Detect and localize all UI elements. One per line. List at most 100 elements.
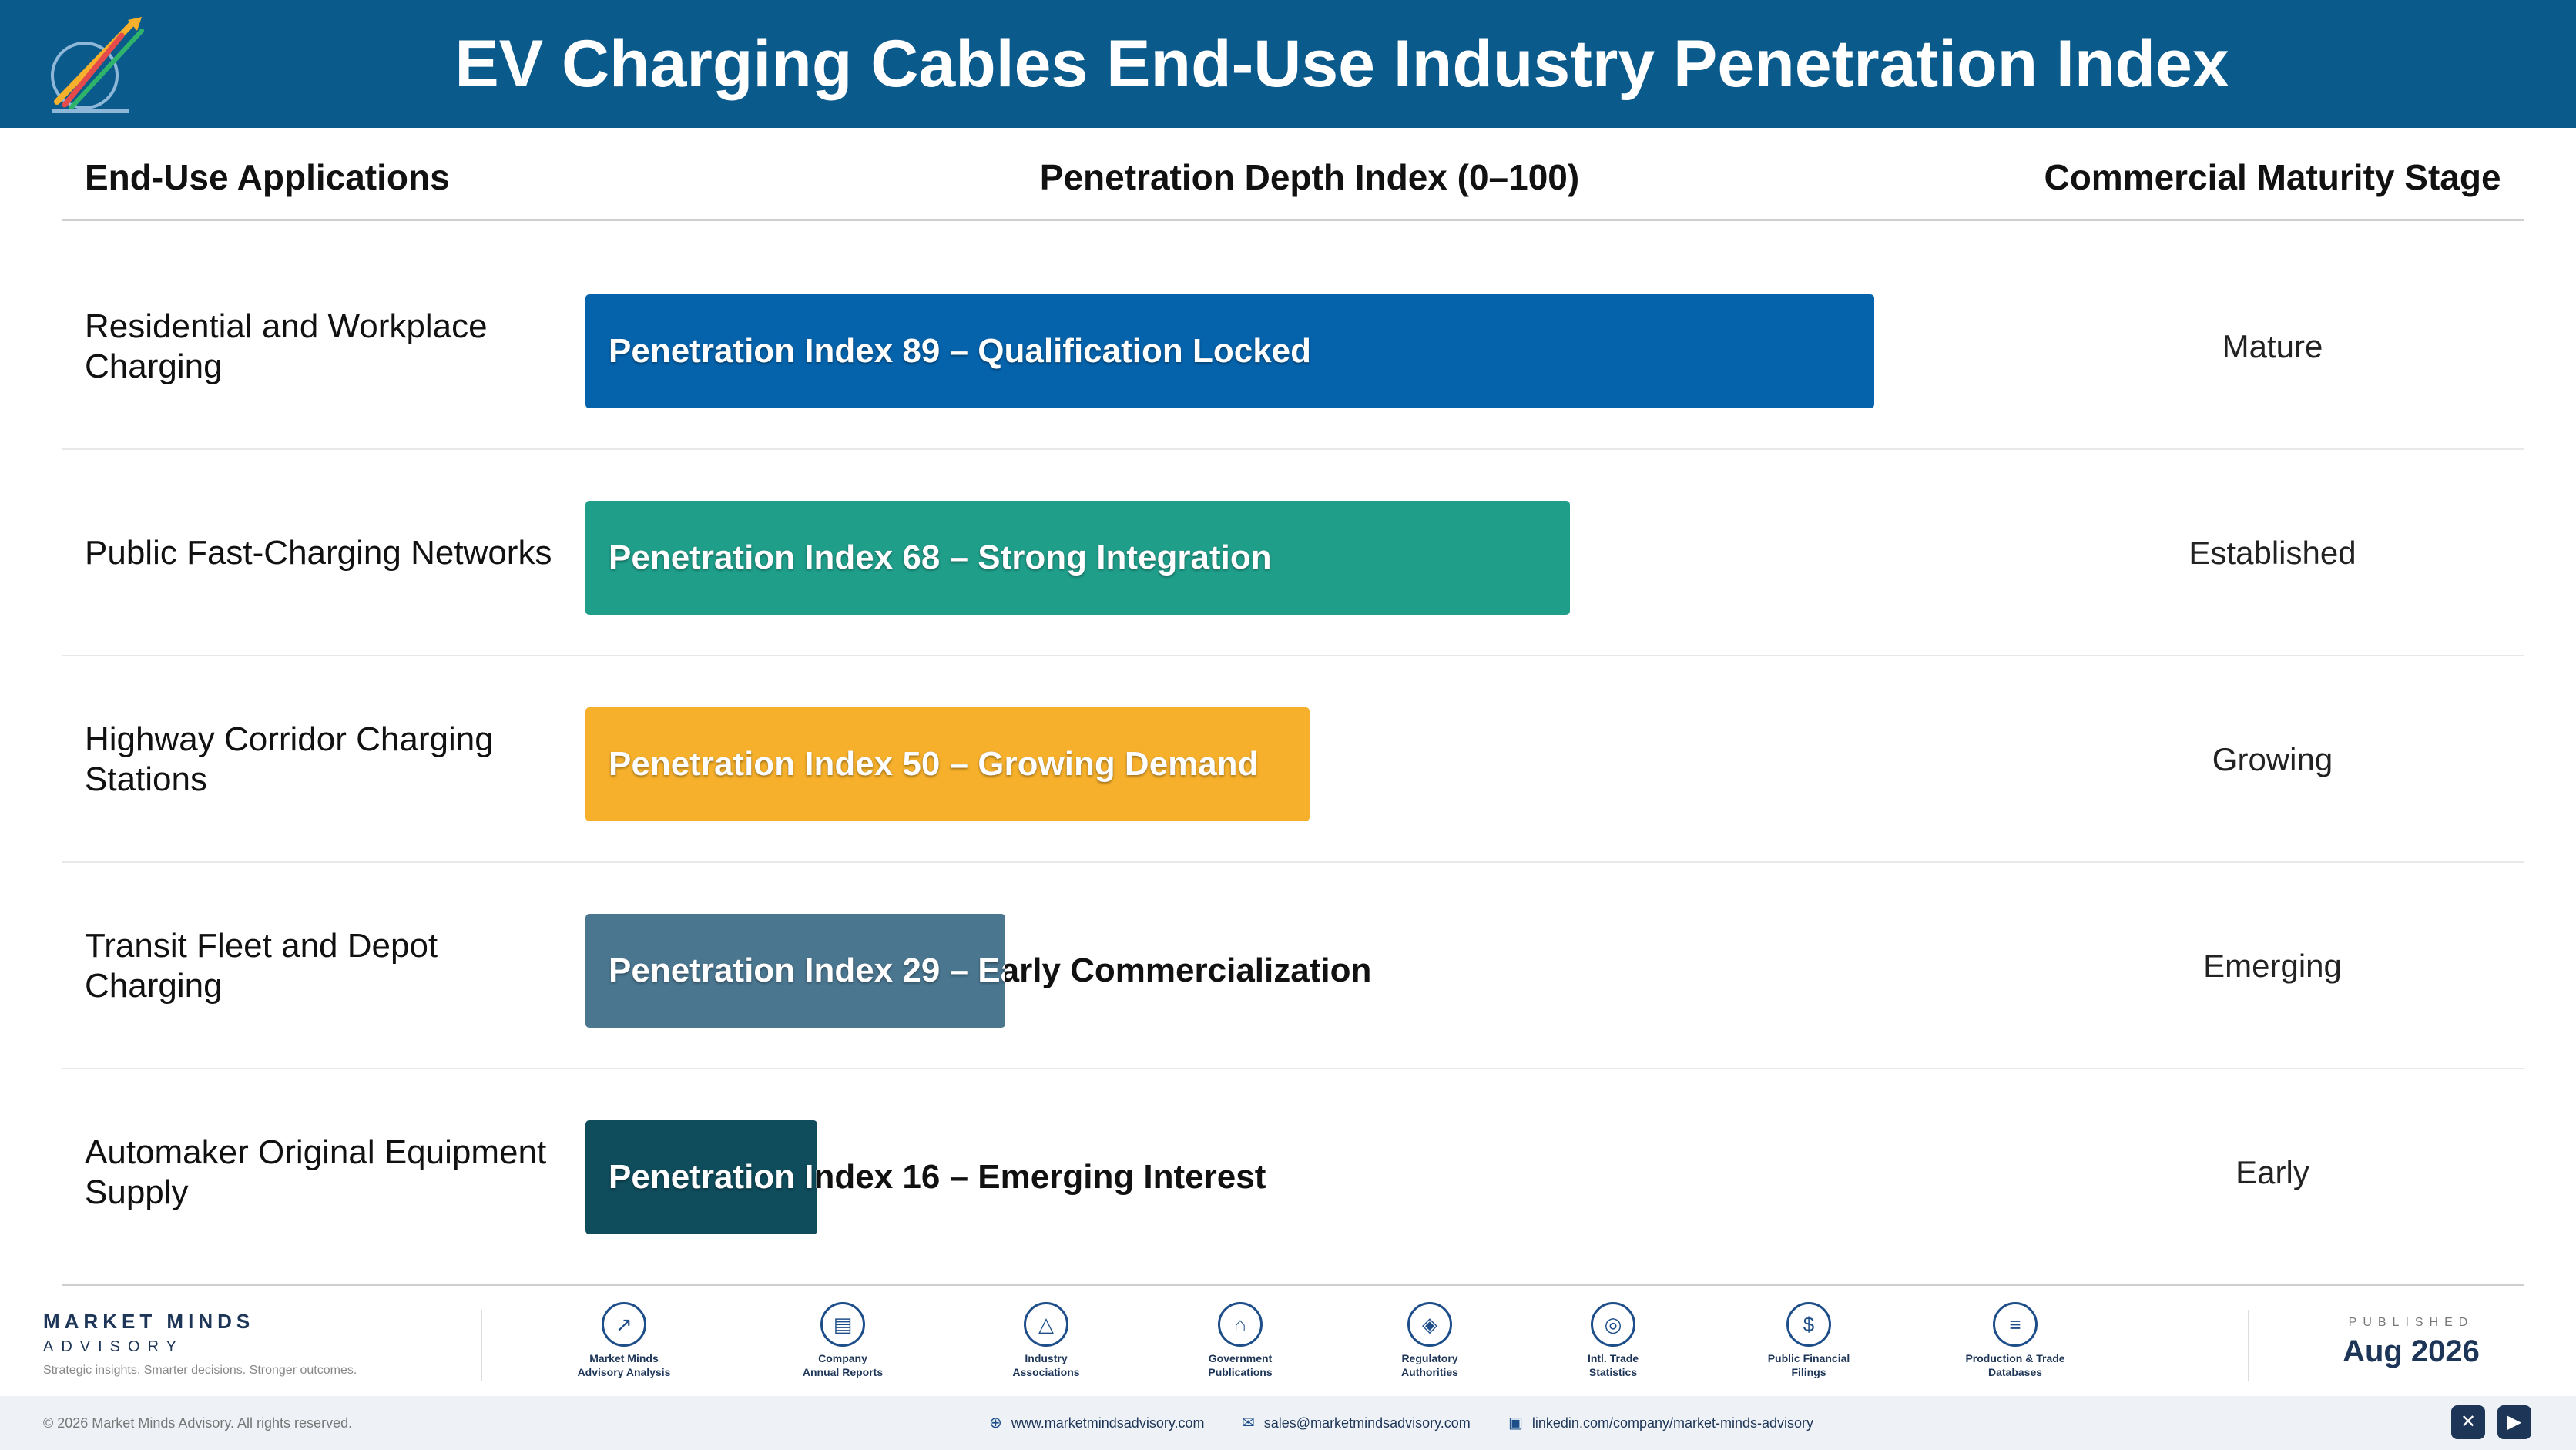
bar [585, 501, 1570, 615]
table-row: Public Fast-Charging Networks Penetration… [62, 450, 2524, 656]
linkedin-text: linkedin.com/company/market-minds-adviso… [1531, 1415, 1814, 1431]
bar-data-label: Penetration Index 29 – Early Commerciali… [609, 952, 1372, 989]
column-header-applications: End-Use Applications [85, 157, 450, 197]
globe-icon: ◎ [1591, 1302, 1635, 1347]
application-label: Automaker Original Equipment Supply [85, 1133, 547, 1211]
database-icon: ≡ [1993, 1302, 2038, 1347]
document-icon: ▤ [820, 1302, 865, 1347]
bar-data-label-inner: Penetration Index 29 – Early Commerciali… [609, 952, 1005, 989]
row-divider [62, 861, 2524, 863]
table-row: Highway Corridor Charging Stations Penetr… [62, 656, 2524, 863]
bar-data-label-inner: Penetration Index 16 – Emerging Interest [609, 1158, 817, 1196]
source-label: Industry Associations [977, 1351, 1115, 1379]
source-label-line: Government [1208, 1352, 1273, 1364]
source-label-line: Production & Trade [1965, 1352, 2065, 1364]
bar-label-clip: Penetration Index 50 – Growing Demand [585, 707, 1310, 821]
application-label: Highway Corridor Charging Stations [85, 720, 494, 798]
source-label-line: Industry [1025, 1352, 1068, 1364]
footer: MARKET MINDS ADVISORY Strategic insights… [0, 1294, 2576, 1450]
footer-divider [481, 1310, 482, 1381]
bar-data-label: Penetration Index 89 – Qualification Loc… [609, 332, 1312, 370]
source-label-line: Authorities [1401, 1366, 1458, 1378]
column-header-stage: Commercial Maturity Stage [2044, 157, 2501, 197]
bar-data-label-inner: Penetration Index 50 – Growing Demand [609, 745, 1259, 783]
youtube-social-button[interactable]: ▶ [2497, 1405, 2531, 1439]
source-label-line: Associations [1012, 1366, 1080, 1378]
maturity-stage: Mature [2222, 328, 2323, 364]
page-title: EV Charging Cables End-Use Industry Pene… [454, 27, 2229, 101]
application-label: Transit Fleet and Depot Charging [85, 927, 438, 1005]
source-item: ◎ Intl. Trade Statistics [1544, 1302, 1682, 1379]
source-label-line: Annual Reports [802, 1366, 884, 1378]
brand-name: MARKET MINDS [43, 1310, 255, 1333]
trend-chart-icon: ↗ [602, 1302, 646, 1347]
copyright-bar: © 2026 Market Minds Advisory. All rights… [0, 1396, 2576, 1450]
mail-icon: ✉ [1242, 1415, 1255, 1432]
header-banner: EV Charging Cables End-Use Industry Pene… [0, 0, 2576, 128]
maturity-stage: Growing [2212, 741, 2333, 777]
brand-tagline: Strategic insights. Smarter decisions. S… [43, 1364, 357, 1377]
x-social-button[interactable]: ✕ [2451, 1405, 2485, 1439]
bar-area: Penetration Index 89 – Qualification Loc… [585, 294, 2034, 408]
bar-data-label-inner: Penetration Index 68 – Strong Integratio… [609, 539, 1272, 576]
bar [585, 294, 1874, 408]
source-label-line: Market Minds [589, 1352, 659, 1364]
source-label-line: Publications [1208, 1366, 1273, 1378]
source-label-line: Public Financial [1767, 1352, 1850, 1364]
dollar-coin-icon: $ [1786, 1302, 1831, 1347]
bar-data-label: Penetration Index 68 – Strong Integratio… [609, 539, 1272, 576]
source-label: Market Minds Advisory Analysis [555, 1351, 693, 1379]
source-label: Regulatory Authorities [1360, 1351, 1499, 1379]
bar [585, 1120, 817, 1234]
bar-label-clip: Penetration Index 16 – Emerging Interest [585, 1120, 817, 1234]
government-building-icon: ⌂ [1218, 1302, 1263, 1347]
source-label: Public Financial Filings [1739, 1351, 1878, 1379]
column-header-index: Penetration Depth Index (0–100) [1039, 157, 1580, 197]
published-date: Aug 2026 [2343, 1334, 2480, 1368]
linkedin-link[interactable]: ▣ linkedin.com/company/market-minds-advis… [1508, 1396, 1813, 1450]
source-label-line: Advisory Analysis [577, 1366, 671, 1378]
bar-area: Penetration Index 29 – Early Commerciali… [585, 914, 2034, 1028]
sources-list: ↗ Market Minds Advisory Analysis ▤ Company An… [555, 1302, 2172, 1387]
source-label-line: Databases [1987, 1366, 2043, 1378]
email-text: sales@marketmindsadvisory.com [1263, 1415, 1471, 1431]
linkedin-icon: ▣ [1508, 1415, 1523, 1432]
bar-label-clip: Penetration Index 89 – Qualification Loc… [585, 294, 1874, 408]
source-label-line: Intl. Trade [1587, 1352, 1639, 1364]
source-item: ▤ Company Annual Reports [773, 1302, 912, 1379]
source-label: Company Annual Reports [773, 1351, 912, 1379]
row-divider [62, 448, 2524, 450]
source-item: ↗ Market Minds Advisory Analysis [555, 1302, 693, 1379]
maturity-stage: Emerging [2203, 948, 2342, 984]
bar [585, 707, 1310, 821]
source-label-line: Company [818, 1352, 867, 1364]
bar-label-clip: Penetration Index 29 – Early Commerciali… [585, 914, 1005, 1028]
logo-icon [51, 17, 144, 113]
globe-icon: ⊕ [989, 1415, 1002, 1432]
brand-subtitle: ADVISORY [43, 1338, 184, 1355]
source-item: ⌂ Government Publications [1171, 1302, 1310, 1379]
bar-label-clip: Penetration Index 68 – Strong Integratio… [585, 501, 1570, 615]
published-label: PUBLISHED [2348, 1316, 2474, 1329]
website-link[interactable]: ⊕ www.marketmindsadvisory.com [989, 1396, 1205, 1450]
header-divider [62, 219, 2524, 221]
application-label: Residential and Workplace Charging [85, 307, 488, 385]
bar-data-label: Penetration Index 16 – Emerging Interest [609, 1158, 1266, 1196]
row-divider [62, 655, 2524, 656]
bar-area: Penetration Index 16 – Emerging Interest… [585, 1120, 2034, 1234]
bar-data-label: Penetration Index 50 – Growing Demand [609, 745, 1259, 783]
source-label-line: Filings [1791, 1366, 1826, 1378]
source-label: Production & Trade Databases [1946, 1351, 2085, 1379]
source-label: Government Publications [1171, 1351, 1310, 1379]
bar-data-label-inner: Penetration Index 89 – Qualification Loc… [609, 332, 1312, 370]
source-label: Intl. Trade Statistics [1544, 1351, 1682, 1379]
shield-icon: ◈ [1407, 1302, 1452, 1347]
source-item: △ Industry Associations [977, 1302, 1115, 1379]
email-link[interactable]: ✉ sales@marketmindsadvisory.com [1242, 1396, 1471, 1450]
chart-bottom-divider [62, 1284, 2524, 1286]
application-label: Public Fast-Charging Networks [85, 534, 552, 572]
bar-area: Penetration Index 50 – Growing Demand Pen… [585, 707, 2034, 821]
website-text: www.marketmindsadvisory.com [1011, 1415, 1205, 1431]
maturity-stage: Early [2236, 1154, 2309, 1190]
source-item: ◈ Regulatory Authorities [1360, 1302, 1499, 1379]
